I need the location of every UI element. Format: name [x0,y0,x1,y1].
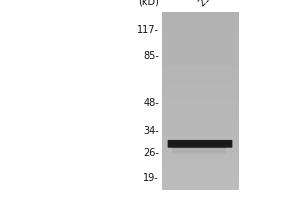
Text: 26-: 26- [143,148,159,158]
Text: 48-: 48- [143,98,159,108]
Bar [172,147,226,149]
Text: 19-: 19- [143,173,159,183]
Bar [172,150,226,152]
Bar [172,152,226,154]
Text: 85-: 85- [143,51,159,61]
FancyBboxPatch shape [168,140,232,148]
Text: 293: 293 [197,0,217,8]
Text: 117-: 117- [137,25,159,35]
Text: (kD): (kD) [138,0,159,6]
Text: 34-: 34- [143,126,159,136]
